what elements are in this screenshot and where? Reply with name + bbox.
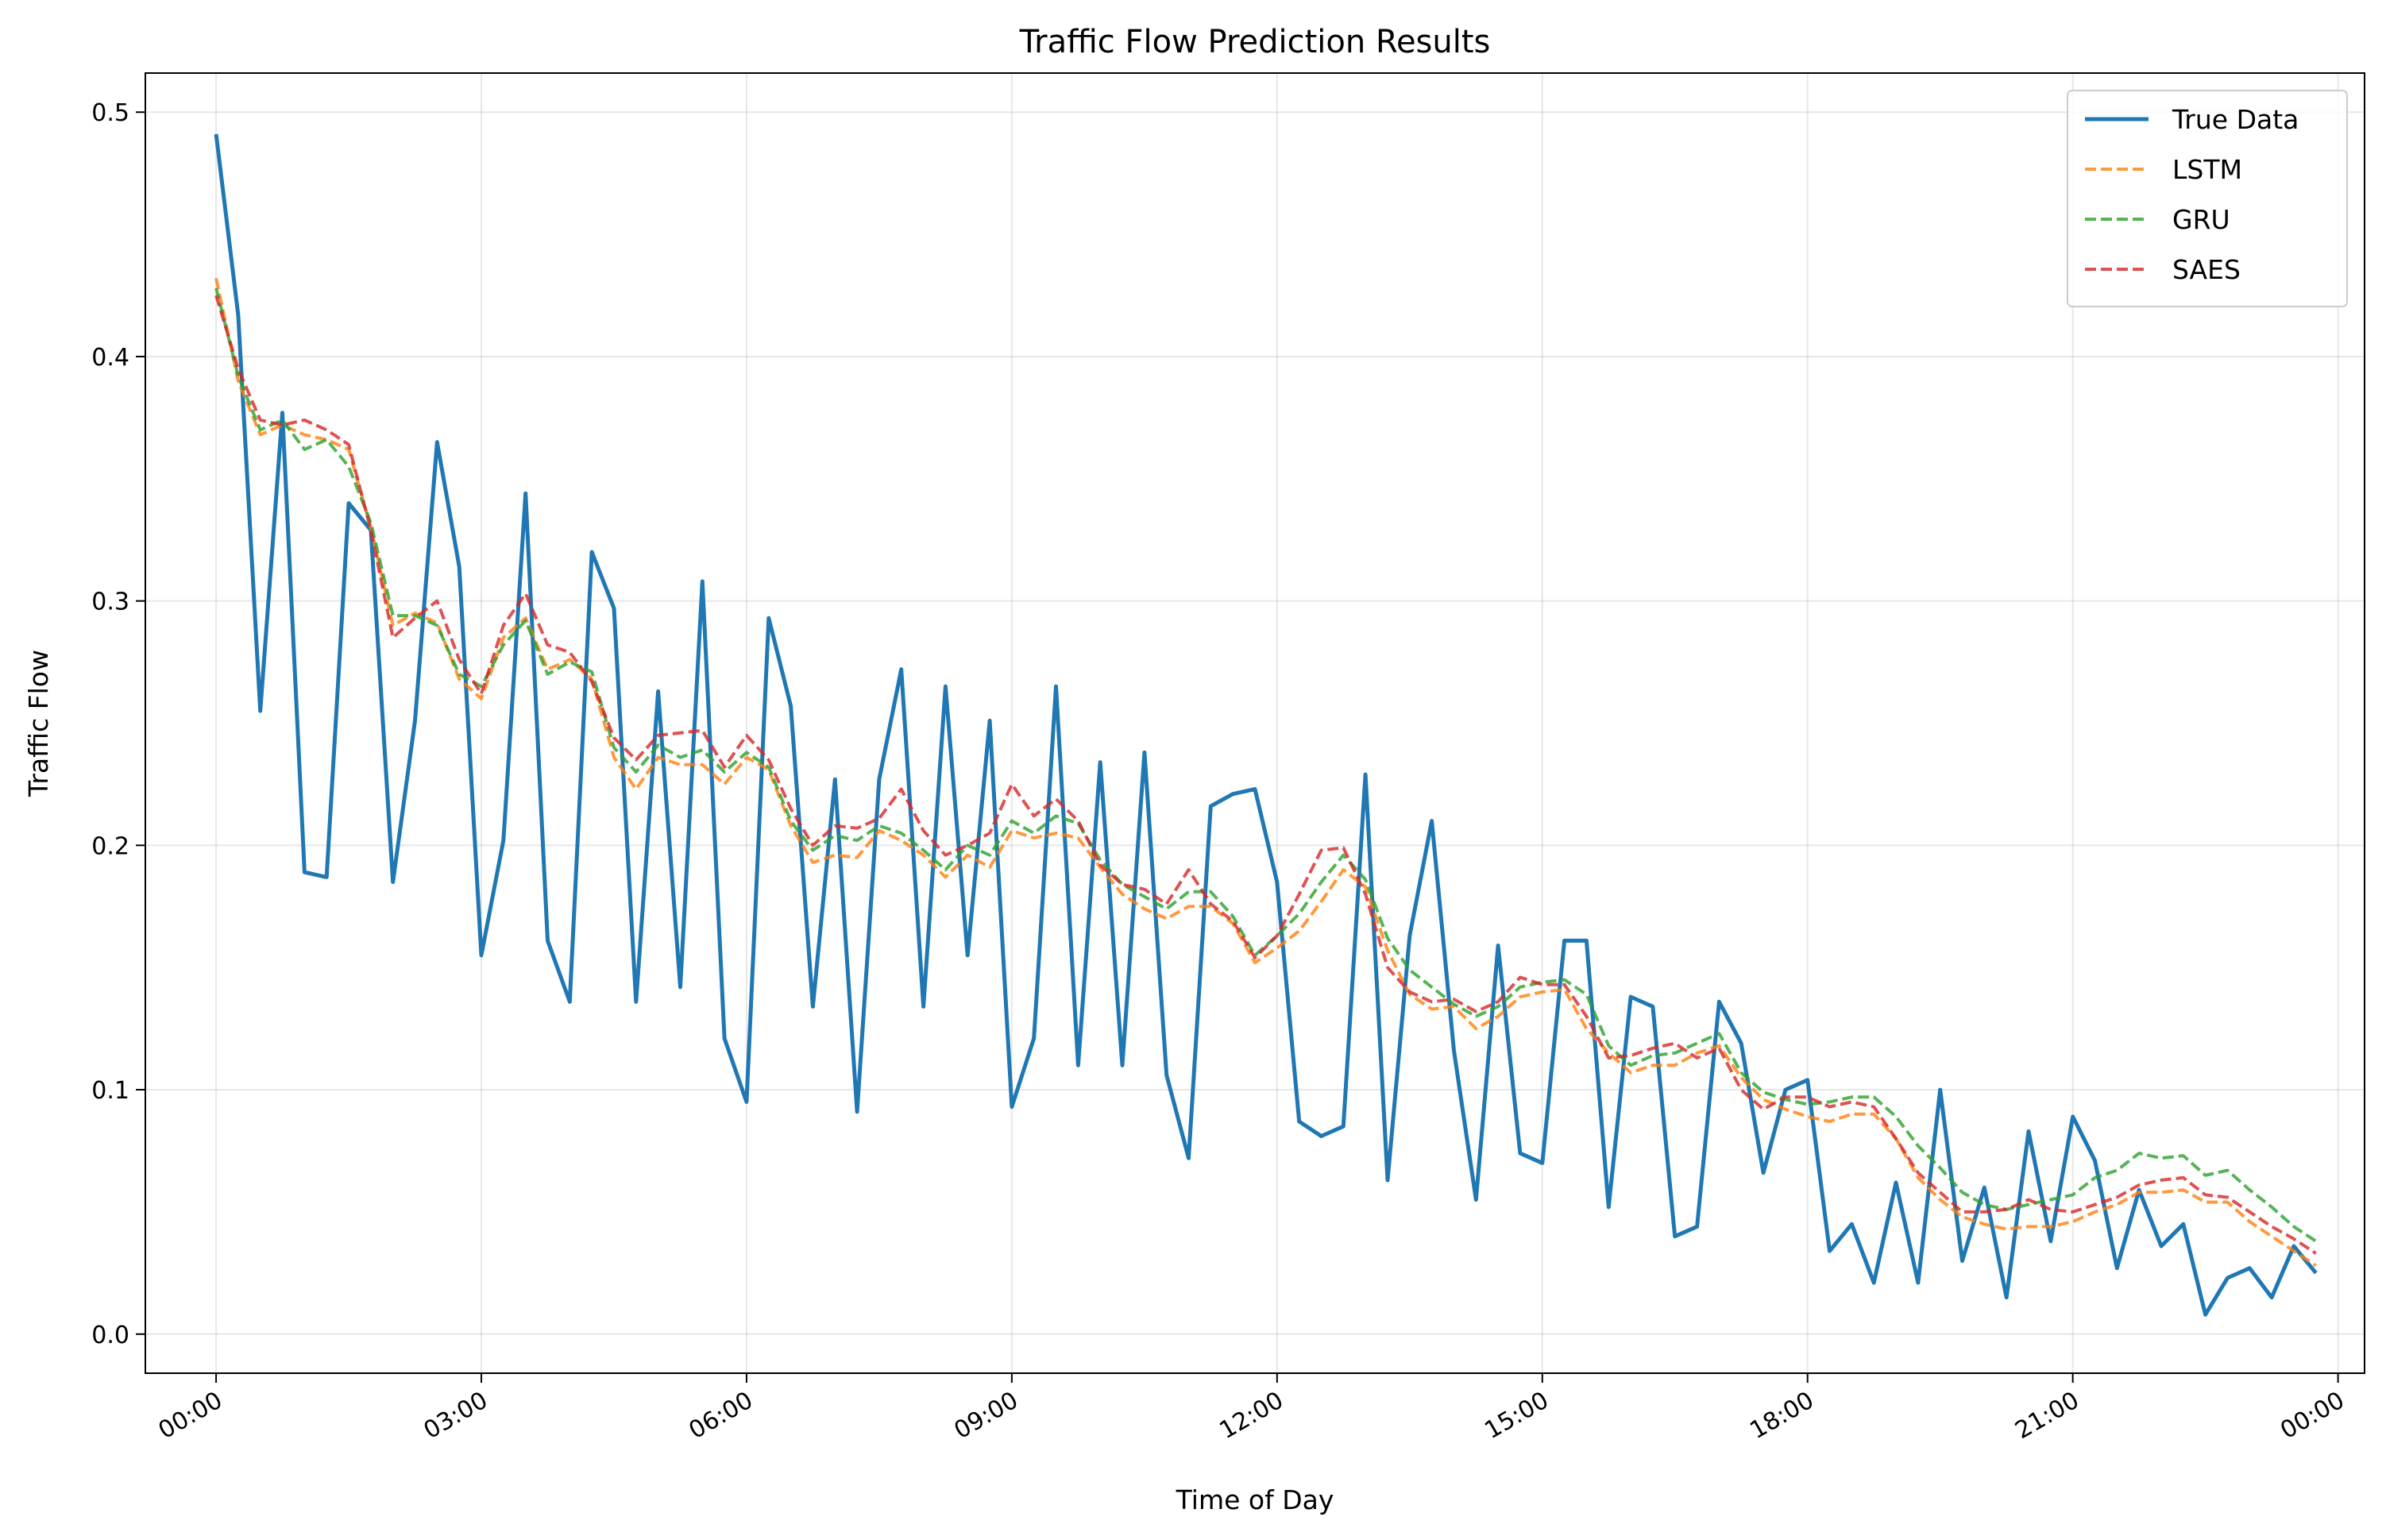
y-tick-label: 0.2 xyxy=(91,832,129,860)
y-tick-label: 0.5 xyxy=(91,99,129,127)
series-line-true-data xyxy=(214,133,2318,1317)
series-line-gru xyxy=(214,288,2317,1243)
legend-label: GRU xyxy=(2172,204,2230,235)
plot-series xyxy=(214,133,2318,1317)
y-tick-label: 0.1 xyxy=(91,1077,129,1105)
legend-box xyxy=(2067,90,2348,307)
y-tick-label: 0.4 xyxy=(91,344,129,372)
legend-label: LSTM xyxy=(2172,154,2242,185)
legend-label: True Data xyxy=(2172,104,2299,135)
legend-label: SAES xyxy=(2172,254,2241,285)
y-axis-label: Traffic Flow xyxy=(23,650,54,797)
series-line-lstm xyxy=(214,278,2317,1268)
grid xyxy=(145,73,2365,1373)
plot-frame xyxy=(145,72,2365,1374)
legend: True Data LSTM GRU SAES xyxy=(2067,90,2348,307)
y-tick-label: 0.0 xyxy=(91,1322,129,1349)
x-axis-label: Time of Day xyxy=(1176,1484,1334,1515)
chart-title: Traffic Flow Prediction Results xyxy=(1019,24,1491,60)
y-tick-label: 0.3 xyxy=(91,589,129,616)
series-line-saes xyxy=(214,295,2317,1255)
